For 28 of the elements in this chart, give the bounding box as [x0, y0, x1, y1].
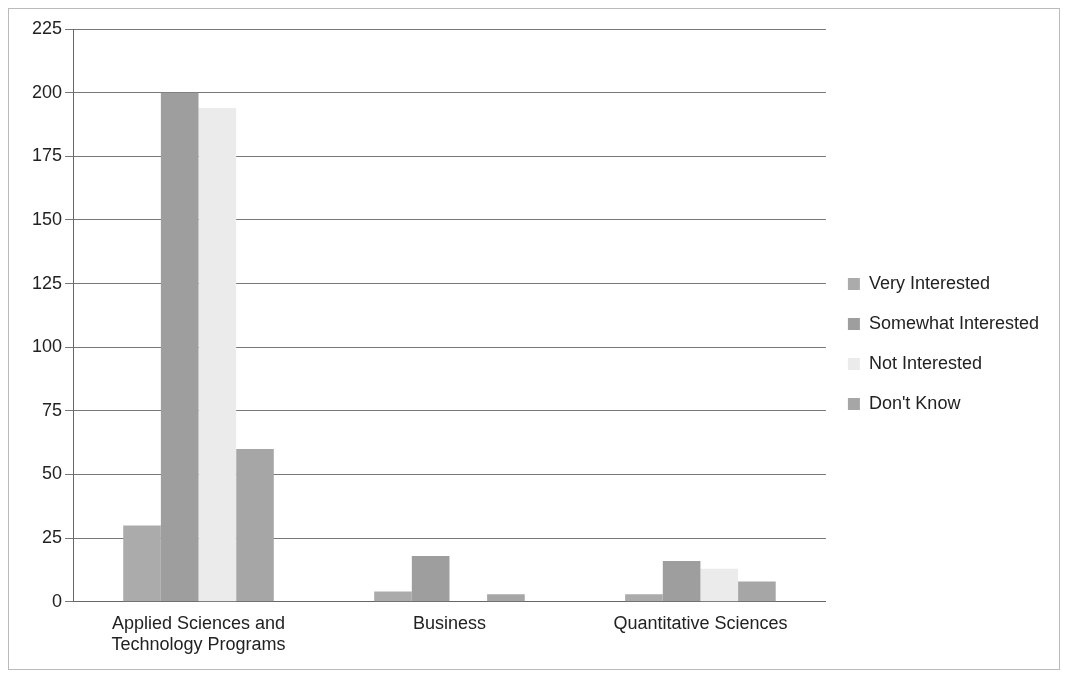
bar — [625, 594, 663, 602]
y-tick-label: 225 — [31, 17, 63, 38]
bar — [662, 561, 701, 602]
bar — [738, 581, 776, 602]
y-tick-label: 125 — [31, 272, 63, 293]
bar — [198, 107, 237, 602]
y-tick-label: 75 — [42, 399, 63, 420]
y-tick-label: 100 — [31, 336, 63, 357]
bar — [160, 92, 199, 602]
y-tick-label: 25 — [42, 527, 63, 548]
bar — [374, 591, 412, 602]
bar — [700, 568, 739, 602]
bar — [123, 525, 161, 602]
bar — [236, 449, 274, 602]
legend-label: Very Interested — [868, 272, 990, 293]
bar — [411, 555, 450, 602]
x-tick-label: Quantitative Sciences — [613, 612, 788, 633]
legend-label: Don't Know — [868, 392, 962, 413]
legend-label: Not Interested — [868, 352, 982, 373]
x-tick-label: Applied Sciences and Technology Programs — [111, 612, 286, 655]
y-tick-label: 0 — [52, 590, 63, 611]
y-tick-label: 175 — [31, 145, 63, 166]
y-tick-label: 50 — [42, 463, 63, 484]
x-tick-label: Business — [412, 612, 486, 633]
y-tick-label: 200 — [31, 81, 63, 102]
bar — [487, 594, 525, 602]
legend-label: Somewhat Interested — [868, 312, 1040, 333]
y-tick-label: 150 — [31, 208, 63, 229]
